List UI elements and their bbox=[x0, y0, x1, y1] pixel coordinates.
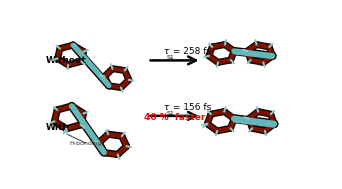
Text: H-bonding: H-bonding bbox=[69, 141, 102, 146]
Text: = 258 fs: = 258 fs bbox=[170, 47, 211, 56]
Text: Without: Without bbox=[46, 56, 87, 65]
Text: With: With bbox=[46, 123, 70, 132]
Text: τ: τ bbox=[163, 103, 168, 112]
Text: 40 %  faster: 40 % faster bbox=[144, 113, 205, 122]
Text: S1: S1 bbox=[167, 111, 174, 116]
Text: τ: τ bbox=[163, 47, 168, 56]
Text: = 156 fs: = 156 fs bbox=[170, 103, 211, 112]
Text: S1: S1 bbox=[167, 55, 174, 60]
